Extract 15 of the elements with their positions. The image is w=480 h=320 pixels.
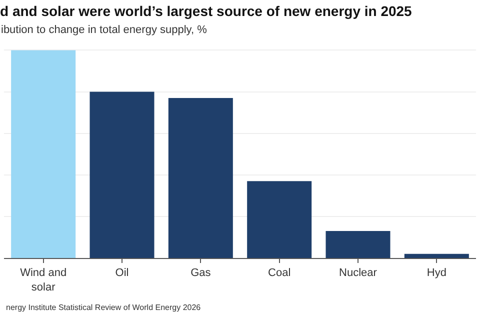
bar [168,98,233,258]
bar [326,230,390,258]
x-tick-label: Nuclear [339,267,378,280]
bar [90,92,154,258]
bar [11,50,76,258]
x-tick-label: Coal [268,267,291,280]
x-tick-label: Oil [115,267,129,280]
x-tick-label: Gas [190,267,212,280]
bar [247,181,312,258]
text: nergy Institute Statistical Review of World Energy 2026 [6,303,202,312]
chart-subtitle: ibution to change in total energy supply, % [1,24,208,36]
x-tick-label: Hyd [426,267,446,280]
x-tick-label: Wind and solar [20,267,67,294]
chart-title: d and solar were world’s largest source of new energy in 2025 [0,3,412,20]
bar [404,254,469,258]
